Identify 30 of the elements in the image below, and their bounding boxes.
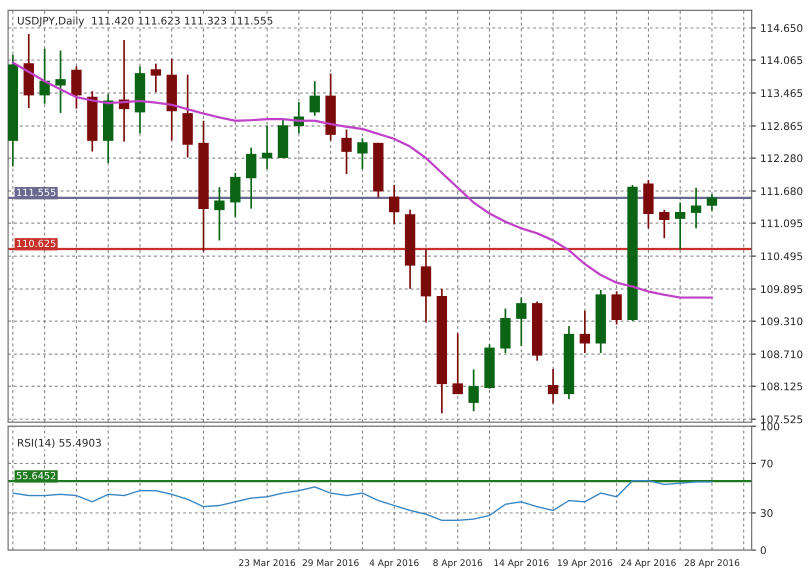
y-tick-label: 0	[760, 546, 766, 554]
y-tick-label: 109.895	[761, 285, 802, 294]
text: USDJPY,Daily 111.420 111.623 111.323 111.555	[18, 16, 272, 27]
ref-line-label: 110.625	[17, 240, 56, 248]
x-tick-label: 4 Apr 2016	[370, 559, 419, 568]
y-tick-label: 30	[760, 509, 773, 518]
y-tick-label: 107.525	[761, 415, 802, 424]
y-tick-label: 108.710	[761, 350, 802, 358]
x-tick-label: 19 Apr 2016	[558, 559, 612, 568]
y-tick-label: 114.065	[761, 56, 802, 64]
y-tick-label: 100	[761, 422, 780, 430]
x-tick-label: 14 Apr 2016	[494, 559, 549, 568]
x-tick-label: 29 Mar 2016	[302, 559, 359, 566]
y-tick-label: 111.095	[761, 219, 802, 228]
y-tick-label: 108.125	[761, 382, 802, 390]
ref-line-label: 111.555	[17, 188, 56, 196]
x-tick-label: 28 Apr 2016	[684, 559, 740, 568]
y-tick-label: 70	[760, 460, 773, 468]
text: RSI(14) 55.4903	[18, 438, 101, 448]
y-tick-label: 109.310	[761, 317, 802, 326]
y-tick-label: 112.280	[761, 154, 802, 162]
x-tick-label: 8 Apr 2016	[433, 559, 482, 568]
y-tick-label: 110.495	[761, 252, 802, 260]
ref-line-label: 55.6452	[16, 472, 56, 480]
x-tick-label: 23 Mar 2016	[239, 559, 296, 566]
y-tick-label: 114.650	[761, 24, 802, 32]
y-tick-label: 112.865	[761, 122, 802, 130]
y-tick-label: 111.680	[761, 187, 802, 196]
y-tick-label: 113.465	[761, 89, 802, 98]
x-tick-label: 24 Apr 2016	[621, 559, 676, 568]
